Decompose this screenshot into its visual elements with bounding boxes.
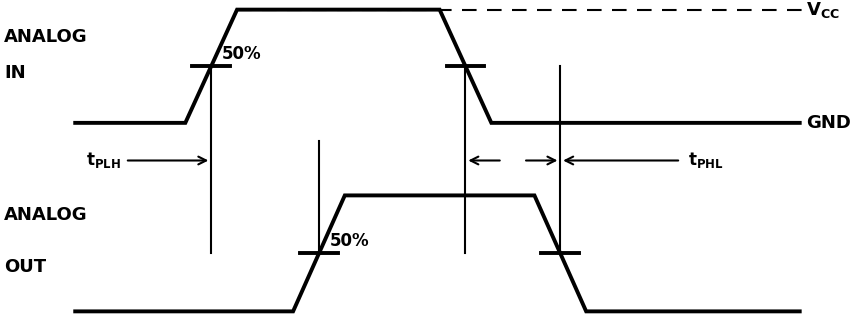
Text: GND: GND <box>805 114 850 132</box>
Text: t$_{\mathregular{PLH}}$: t$_{\mathregular{PLH}}$ <box>86 151 121 170</box>
Text: t$_{\mathregular{PHL}}$: t$_{\mathregular{PHL}}$ <box>687 151 722 170</box>
Text: IN: IN <box>4 64 26 82</box>
Text: V$_{\mathregular{CC}}$: V$_{\mathregular{CC}}$ <box>805 0 839 20</box>
Text: ANALOG: ANALOG <box>4 206 88 224</box>
Text: ANALOG: ANALOG <box>4 28 88 46</box>
Text: 50%: 50% <box>221 45 261 63</box>
Text: OUT: OUT <box>4 258 46 276</box>
Text: 50%: 50% <box>329 232 369 250</box>
